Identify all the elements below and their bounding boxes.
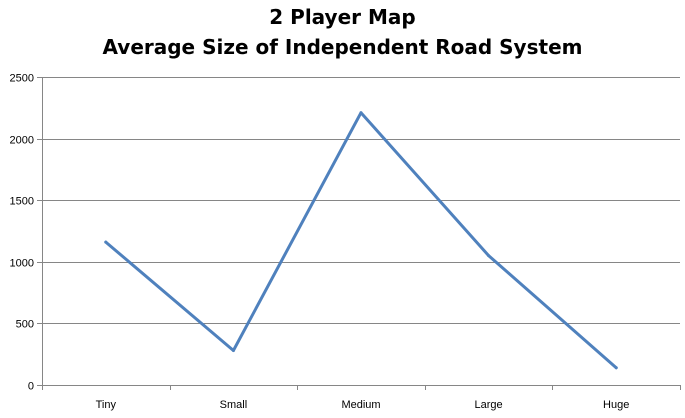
chart-title: 2 Player Map bbox=[269, 5, 416, 29]
x-tick-label: Huge bbox=[603, 399, 629, 411]
chart-subtitle: Average Size of Independent Road System bbox=[102, 35, 583, 59]
y-tick-label: 1000 bbox=[10, 258, 34, 270]
y-tick-label: 1500 bbox=[10, 196, 34, 208]
axes bbox=[37, 77, 681, 390]
data-point bbox=[104, 240, 108, 244]
x-tick-label: Medium bbox=[341, 399, 380, 411]
data-point bbox=[614, 366, 618, 370]
gridlines bbox=[42, 77, 680, 324]
x-tick-labels: Tiny Small Medium Large Huge bbox=[96, 399, 630, 411]
y-tick-label: 500 bbox=[16, 319, 34, 331]
data-point bbox=[487, 254, 491, 258]
series-line bbox=[104, 111, 618, 370]
y-tick-label: 0 bbox=[28, 381, 34, 393]
x-tick-label: Tiny bbox=[96, 399, 117, 411]
y-tick-labels: 0 500 1000 1500 2000 2500 bbox=[10, 73, 34, 393]
y-tick-label: 2500 bbox=[10, 73, 34, 85]
data-point bbox=[231, 349, 235, 353]
x-tick-label: Large bbox=[475, 399, 503, 411]
series-layer bbox=[104, 111, 618, 370]
x-tick-label: Small bbox=[220, 399, 248, 411]
data-point bbox=[359, 111, 363, 115]
y-tick-label: 2000 bbox=[10, 135, 34, 147]
